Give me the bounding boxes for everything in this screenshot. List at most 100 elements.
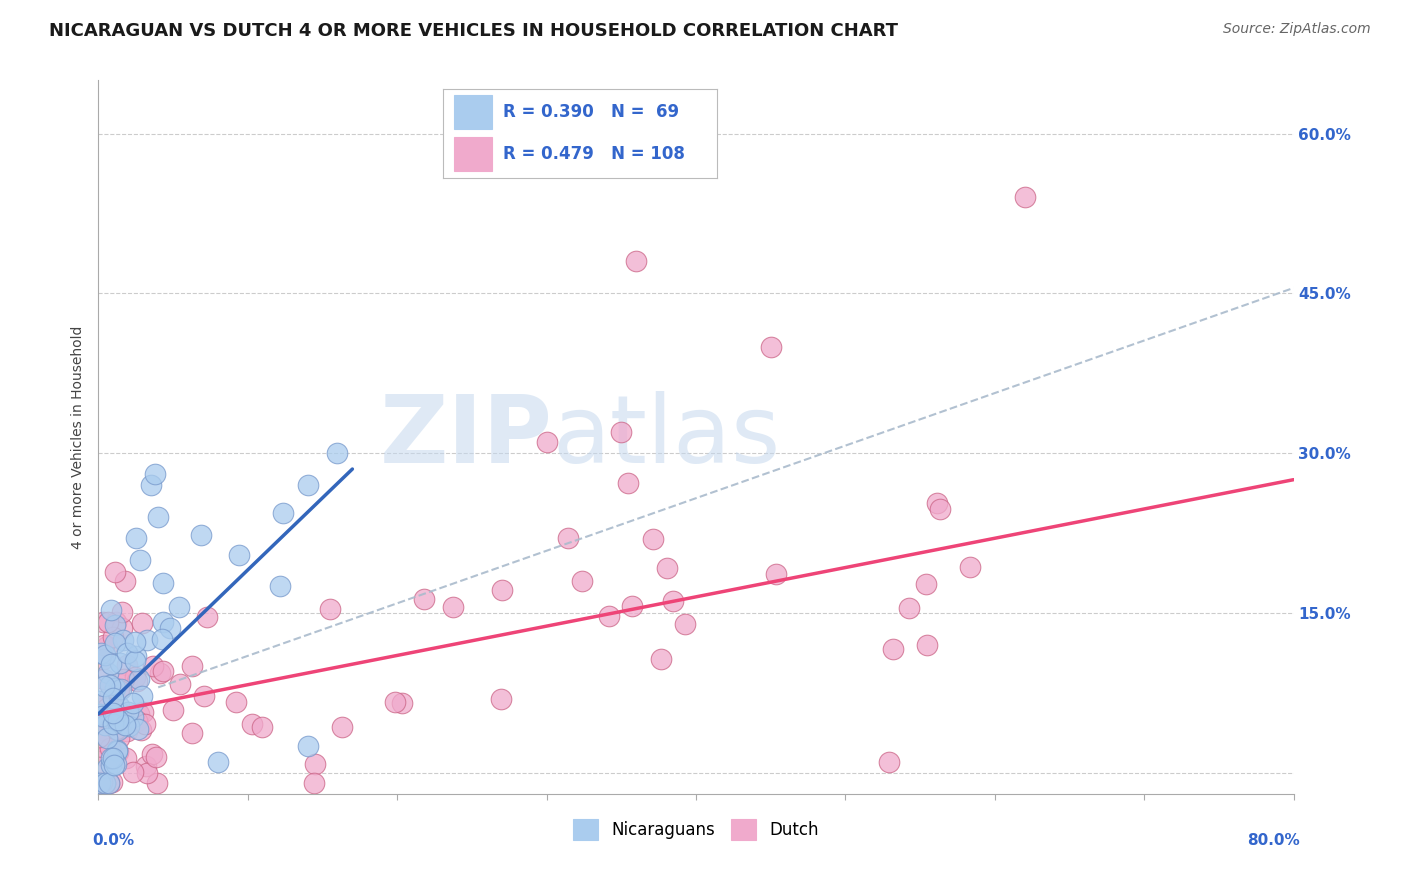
Point (94, 776, 117, 790)
Point (112, 672, 135, 686)
Point (104, 636, 127, 650)
Legend: Nicaraguans, Dutch: Nicaraguans, Dutch (567, 813, 825, 847)
Point (148, 510, 170, 524)
Point (101, 691, 124, 706)
Point (115, 658, 138, 673)
Point (114, 718, 136, 732)
Point (91, 717, 114, 731)
Point (104, 618, 127, 632)
Point (143, 467, 166, 482)
Point (91, 709, 114, 723)
Point (107, 723, 129, 738)
Point (326, 446, 349, 460)
Point (87, 694, 110, 708)
Point (89, 730, 111, 744)
Point (105, 720, 128, 734)
Point (89, 707, 111, 722)
Point (96, 639, 118, 653)
Point (159, 621, 181, 635)
Point (617, 475, 640, 490)
Point (93, 648, 115, 662)
Point (146, 776, 169, 790)
Point (121, 696, 143, 710)
Point (250, 720, 273, 734)
Point (117, 673, 139, 687)
Point (139, 478, 162, 492)
Point (110, 716, 132, 731)
Point (626, 254, 648, 268)
Point (225, 695, 247, 709)
Point (150, 632, 173, 647)
Point (90, 698, 112, 713)
Point (104, 756, 127, 771)
Point (96, 700, 118, 714)
Bar (454, 137, 492, 171)
Point (90, 734, 112, 748)
Point (104, 615, 127, 629)
Point (108, 699, 131, 714)
Point (107, 713, 129, 727)
Point (240, 716, 263, 731)
Point (100, 714, 122, 729)
Point (180, 725, 202, 739)
Point (228, 549, 250, 563)
Point (330, 720, 353, 734)
Point (169, 677, 191, 691)
Point (100, 603, 122, 617)
Point (110, 706, 132, 720)
Point (103, 711, 125, 725)
Point (101, 737, 124, 751)
Point (765, 567, 787, 582)
Point (114, 574, 136, 589)
Point (441, 600, 464, 615)
Point (98, 776, 121, 790)
Point (657, 561, 679, 575)
Point (90, 701, 112, 715)
Point (100, 758, 122, 772)
Bar (454, 95, 492, 129)
Point (101, 775, 124, 789)
Point (136, 632, 159, 647)
Point (898, 600, 921, 615)
Point (152, 664, 174, 678)
Point (107, 745, 129, 759)
Point (195, 609, 218, 624)
Point (131, 690, 153, 704)
Text: R = 0.390   N =  69: R = 0.390 N = 69 (503, 103, 679, 121)
Point (193, 690, 215, 704)
Point (125, 673, 148, 688)
Point (271, 506, 294, 520)
Point (925, 496, 948, 510)
Point (105, 743, 128, 757)
Point (124, 654, 146, 668)
Point (131, 615, 153, 630)
Point (104, 723, 127, 737)
Point (103, 717, 125, 731)
Point (661, 594, 683, 608)
Point (100, 657, 122, 671)
Point (929, 502, 952, 516)
Point (91, 615, 114, 630)
Point (297, 478, 319, 492)
Point (91, 775, 114, 789)
Point (1014, 190, 1036, 204)
Point (141, 747, 163, 762)
Point (413, 592, 436, 607)
Point (125, 714, 148, 728)
Point (650, 652, 672, 666)
Point (132, 705, 155, 719)
Point (304, 756, 326, 771)
Point (557, 531, 579, 545)
Point (110, 681, 132, 696)
Point (180, 659, 202, 673)
Point (142, 659, 165, 673)
Point (149, 665, 172, 680)
Point (97, 615, 120, 629)
Point (207, 755, 229, 769)
Point (131, 723, 153, 737)
Point (90, 646, 112, 660)
Point (96, 729, 118, 743)
Point (117, 705, 139, 719)
Point (111, 621, 134, 635)
Text: R = 0.479   N = 108: R = 0.479 N = 108 (503, 145, 685, 163)
